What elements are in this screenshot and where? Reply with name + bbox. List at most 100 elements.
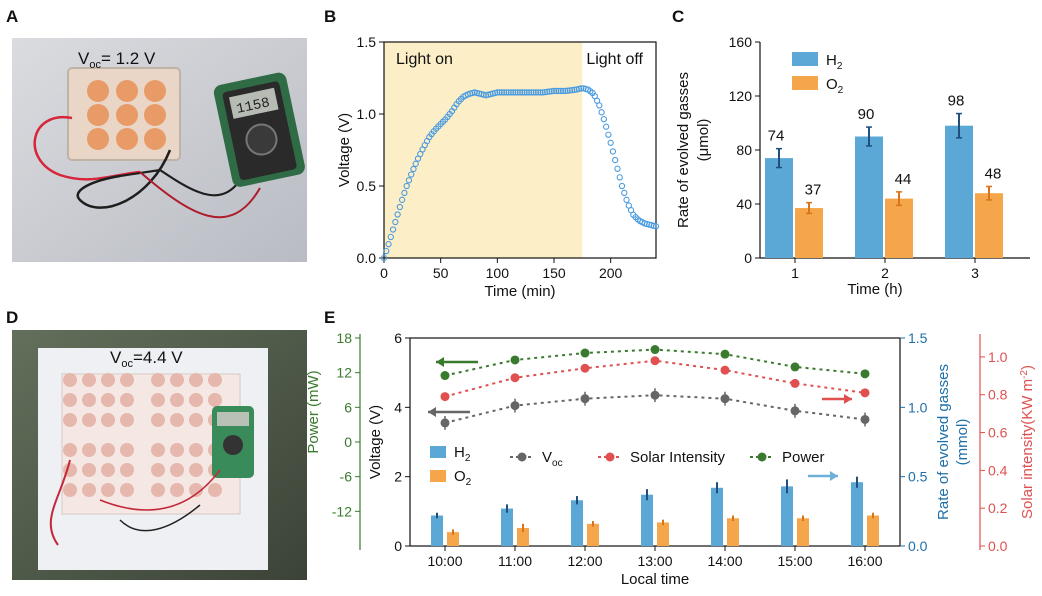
data-point <box>528 89 535 96</box>
gas-arrow-head <box>830 471 838 481</box>
voltage-tick-label: 6 <box>394 330 402 346</box>
y-tick-label: 1.5 <box>357 34 377 50</box>
data-point <box>546 88 553 95</box>
solar-point <box>650 356 660 366</box>
bar-o2 <box>517 527 529 546</box>
photo-d-well <box>82 483 96 497</box>
photo-d-well <box>151 463 165 477</box>
legend-label-main: O <box>826 76 838 93</box>
data-point <box>596 102 603 109</box>
data-point <box>612 156 619 164</box>
data-point <box>548 88 555 95</box>
photo-d-well <box>101 393 115 407</box>
legend-label-sub: 2 <box>837 61 843 72</box>
photo-d-well <box>63 393 77 407</box>
solar-tick-label: 0.6 <box>988 425 1008 441</box>
voc-arrow-head <box>428 407 436 417</box>
bar-o2 <box>657 522 669 546</box>
legend-label-h2-main: H <box>454 444 465 461</box>
data-point <box>550 87 558 95</box>
legend-label-o2-main: O <box>454 468 466 485</box>
data-point <box>510 89 517 96</box>
bar-o2 <box>587 523 599 546</box>
data-point <box>564 87 571 94</box>
photo-d-well <box>82 393 96 407</box>
power-point <box>860 369 870 379</box>
y-axis-title-unit: (μmol) <box>695 119 712 162</box>
data-label: 37 <box>805 182 822 199</box>
photo-d-well <box>189 463 203 477</box>
data-point <box>523 89 530 96</box>
photo-d-well <box>151 373 165 387</box>
y-tick-label: 1.0 <box>357 106 377 122</box>
data-point <box>519 89 526 96</box>
photo-d-well <box>101 413 115 427</box>
legend-label-o2-sub: 2 <box>466 477 472 488</box>
voltage-tick-label: 0 <box>394 538 402 554</box>
voc-point <box>650 390 660 400</box>
data-point <box>578 85 585 92</box>
gas-axis-title: Rate of evolved gasses <box>935 364 952 520</box>
x-tick-label: 100 <box>486 265 510 281</box>
x-tick-label: 0 <box>380 265 388 281</box>
data-point <box>503 89 510 96</box>
solar-arrow-head <box>844 394 852 404</box>
photo-d-well <box>170 373 184 387</box>
bar-h2 <box>501 508 513 546</box>
legend-label-h2-sub: 2 <box>465 453 471 464</box>
data-point <box>623 196 630 203</box>
photo-d-well <box>120 373 134 387</box>
x-axis-title: Time (h) <box>847 281 902 298</box>
y-tick-label: 80 <box>736 142 752 158</box>
data-point <box>559 87 567 95</box>
data-point <box>387 233 394 241</box>
data-point <box>405 177 413 184</box>
photo-d-well <box>120 443 134 457</box>
y-tick-label: 160 <box>729 34 753 50</box>
y-axis-title: Voltage (V) <box>336 113 353 187</box>
photo-d-label: Voc=4.4 V <box>110 348 183 370</box>
data-point <box>507 89 515 96</box>
photo-d-well <box>151 443 165 457</box>
voc-point <box>720 394 730 404</box>
data-label: 74 <box>768 128 785 145</box>
plot-frame <box>383 41 657 259</box>
chart-b: 0.0 0.5 1.0 1.5 0 50 100 150 200 Time (min) Voltag… <box>336 34 660 300</box>
photo-d-well <box>151 393 165 407</box>
power-point <box>720 349 730 359</box>
data-label: 98 <box>948 93 965 110</box>
photo-d-well <box>120 393 134 407</box>
panel-a-letter: A <box>6 7 18 26</box>
photo-d-well <box>208 373 222 387</box>
voltage-tick-label: 2 <box>394 469 402 485</box>
data-point <box>532 89 540 96</box>
bar-h2 <box>431 515 443 546</box>
gas-tick-label: 1.0 <box>908 399 928 415</box>
chart-c: 0 40 80 120 160 Rate of evolved gasses (μmol) T… <box>675 34 1030 298</box>
photo-d-well <box>208 483 222 497</box>
photo-d-well <box>63 373 77 387</box>
data-point <box>618 182 626 190</box>
x-tick-label: 10:00 <box>427 553 462 569</box>
bar-o2 <box>727 518 739 546</box>
solar-point <box>720 365 730 375</box>
x-tick-label: 200 <box>599 265 623 281</box>
data-point <box>521 89 528 96</box>
solar-axis-title-main: Solar intensity(KW m <box>1019 379 1036 519</box>
photo-d-well <box>82 463 96 477</box>
panel-e-letter: E <box>324 308 335 327</box>
voc-point <box>860 414 870 424</box>
data-point <box>525 89 533 96</box>
legend-label-solar: Solar Intensity <box>630 449 726 466</box>
data-point <box>403 182 410 190</box>
solar-axis-title-end: ) <box>1019 365 1036 370</box>
data-point <box>652 223 660 230</box>
gas-tick-label: 0.0 <box>908 538 928 554</box>
data-point <box>398 196 406 203</box>
data-point <box>534 89 542 96</box>
y-axis-title: Rate of evolved gasses <box>675 72 692 228</box>
legend-label-main: H <box>826 52 837 69</box>
x-axis-title: Time (min) <box>484 283 555 300</box>
x-tick-label: 12:00 <box>567 553 602 569</box>
